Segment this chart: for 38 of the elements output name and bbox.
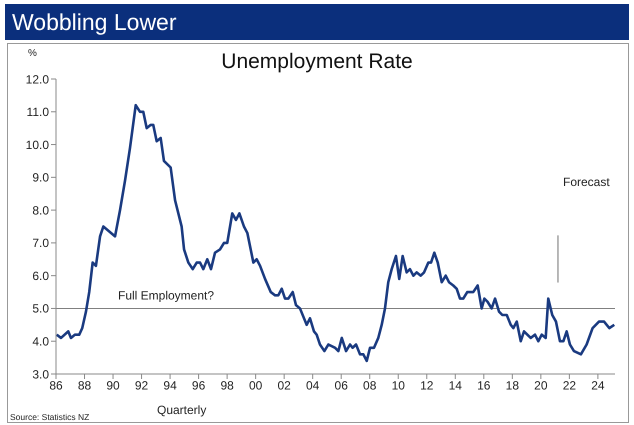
y-tick-label: 6.0 — [32, 268, 50, 283]
x-tick-label: 22 — [562, 378, 576, 393]
x-tick-label: 20 — [534, 378, 548, 393]
x-tick-label: 18 — [506, 378, 520, 393]
x-tick-label: 16 — [477, 378, 491, 393]
y-tick-label: 11.0 — [26, 105, 50, 120]
x-tick-label: 08 — [363, 378, 377, 393]
x-tick-label: 02 — [277, 378, 292, 393]
source-note: Source: Statistics NZ — [10, 412, 90, 422]
x-tick-label: 88 — [78, 378, 92, 393]
x-tick-label: 06 — [334, 378, 348, 393]
chart-subtitle: Unemployment Rate — [221, 50, 413, 73]
x-axis-title: Quarterly — [157, 403, 206, 417]
ref-line-label: Full Employment? — [118, 288, 214, 302]
x-tick-label: 92 — [134, 378, 149, 393]
y-tick-label: 4.0 — [32, 334, 50, 348]
y-tick-label: 5.0 — [32, 302, 50, 316]
y-tick-label: 7.0 — [32, 236, 50, 250]
x-tick-label: 96 — [192, 378, 206, 393]
x-tick-label: 24 — [591, 378, 605, 393]
x-tick-label: 94 — [163, 378, 178, 393]
x-tick-label: 12 — [420, 378, 434, 393]
x-tick-label: 90 — [106, 378, 120, 393]
y-axis-title: % — [28, 48, 37, 59]
x-tick-label: 04 — [306, 378, 320, 393]
y-tick-label: 12.0 — [26, 72, 50, 86]
x-tick-label: 86 — [49, 378, 63, 393]
chart-title: Wobbling Lower — [5, 4, 629, 40]
line-series — [56, 104, 615, 362]
y-tick-label: 3.0 — [32, 367, 50, 382]
y-tick-label: 9.0 — [32, 170, 50, 185]
x-tick-label: 98 — [220, 378, 234, 393]
annotation: Forecast — [563, 175, 610, 189]
x-tick-label: 10 — [392, 378, 406, 393]
x-tick-label: 14 — [448, 378, 462, 393]
y-tick-label: 10.0 — [26, 138, 50, 152]
y-tick-label: 8.0 — [32, 203, 50, 218]
x-tick-label: 00 — [248, 378, 263, 393]
